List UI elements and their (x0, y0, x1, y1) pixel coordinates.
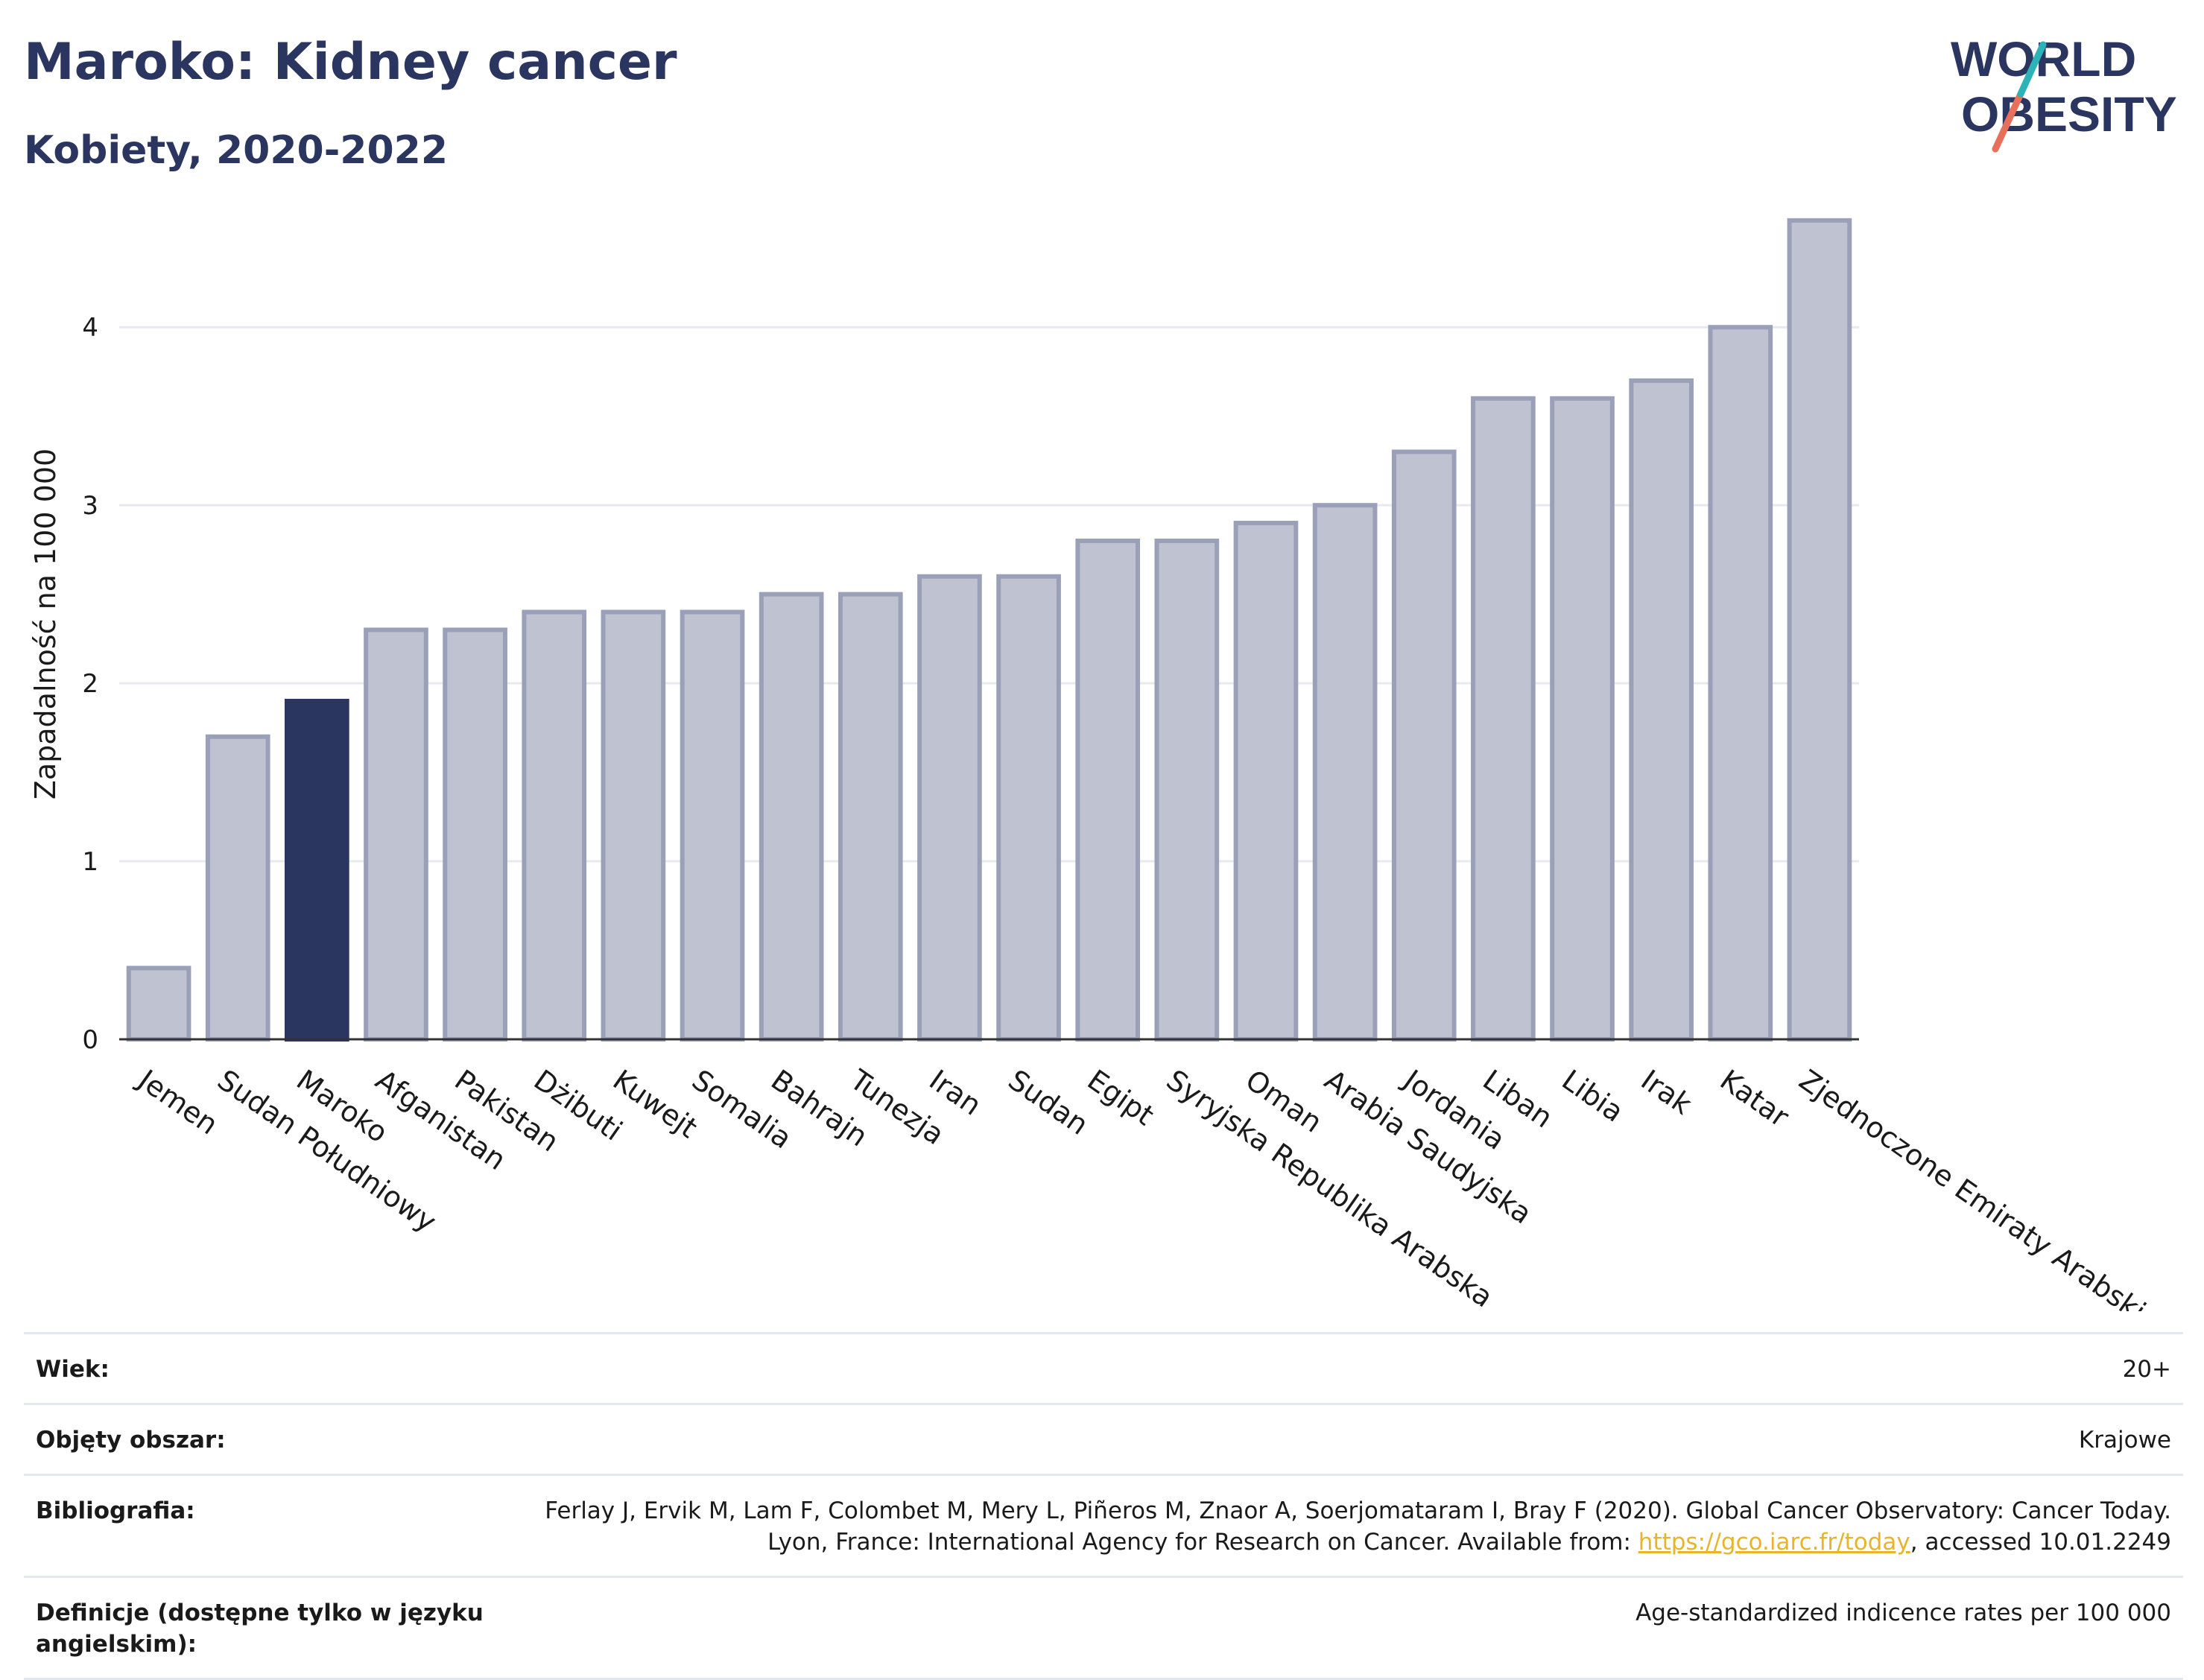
world-obesity-logo: WORLD OBESITY (1951, 31, 2177, 153)
bar (1708, 325, 1773, 1042)
bar (522, 609, 587, 1042)
page-title: Maroko: Kidney cancer (24, 33, 677, 92)
info-row-definitions: Definicje (dostępne tylko w języku angie… (24, 1576, 2183, 1680)
bar (1471, 396, 1536, 1042)
y-tick-label: 4 (82, 313, 98, 343)
y-axis-label: Zapadalność na 100 000 (29, 448, 62, 799)
definitions-label: Definicje (dostępne tylko w języku angie… (36, 1600, 484, 1658)
definitions-value: Age-standardized indicence rates per 100… (1635, 1600, 2171, 1626)
x-tick-label: Zjednoczone Emiraty Arabskie (1793, 1063, 2166, 1311)
bar (1391, 449, 1457, 1042)
bibliography-text: Ferlay J, Ervik M, Lam F, Colombet M, Me… (545, 1497, 2171, 1556)
age-label: Wiek: (36, 1356, 110, 1383)
y-tick-label: 3 (82, 491, 98, 521)
y-tick-label: 1 (82, 847, 98, 877)
bar (1233, 521, 1299, 1042)
bar (285, 699, 349, 1042)
info-row-age: Wiek: 20+ (24, 1332, 2183, 1403)
bar (1154, 538, 1220, 1042)
info-row-coverage: Objęty obszar: Krajowe (24, 1403, 2183, 1474)
bar (1629, 378, 1694, 1042)
bar (917, 574, 982, 1042)
bar (443, 627, 507, 1042)
bar (1550, 396, 1615, 1042)
coverage-label: Objęty obszar: (36, 1427, 226, 1454)
bar (759, 592, 824, 1042)
info-row-bibliography: Bibliografia: Ferlay J, Ervik M, Lam F, … (24, 1474, 2183, 1576)
bar (837, 592, 903, 1042)
x-tick-label: Libia (1556, 1063, 1630, 1128)
page-subtitle: Kobiety, 2020-2022 (24, 128, 449, 173)
y-tick-label: 2 (82, 669, 98, 699)
x-tick-label: Katar (1714, 1063, 1796, 1133)
bibliography-accessed: , accessed 10.01.2249 (1910, 1529, 2171, 1556)
coverage-value: Krajowe (2078, 1427, 2171, 1454)
x-tick-label: Egipt (1081, 1063, 1159, 1132)
bar (601, 609, 666, 1042)
bar (126, 966, 191, 1042)
bibliography-label: Bibliografia: (36, 1497, 195, 1524)
bibliography-value: Ferlay J, Ervik M, Lam F, Colombet M, Me… (532, 1495, 2171, 1558)
x-tick-label: Jemen (131, 1062, 224, 1141)
bar (680, 609, 745, 1042)
logo-line1: WORLD (1951, 31, 2136, 86)
info-table: Wiek: 20+ Objęty obszar: Krajowe Bibliog… (24, 1332, 2183, 1680)
x-tick-label: Sudan (1002, 1063, 1094, 1141)
x-tick-label: Irak (1635, 1063, 1697, 1120)
bar (996, 574, 1061, 1042)
age-value: 20+ (2122, 1356, 2171, 1383)
bar (1787, 218, 1852, 1042)
bibliography-link[interactable]: https://gco.iarc.fr/today (1638, 1529, 1910, 1556)
logo-line2: OBESITY (1961, 86, 2177, 142)
bar (364, 627, 428, 1042)
bar (205, 734, 270, 1042)
x-tick-label: Kuwejt (607, 1063, 703, 1144)
bar (1312, 503, 1378, 1042)
bar (1075, 538, 1141, 1042)
y-tick-label: 0 (82, 1025, 98, 1055)
